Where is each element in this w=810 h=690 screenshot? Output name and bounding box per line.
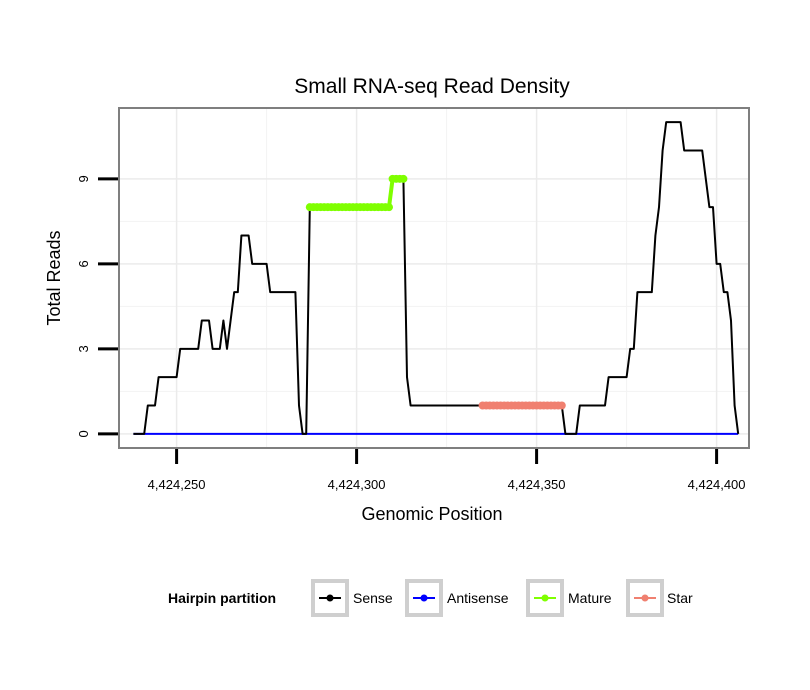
chart-title: Small RNA-seq Read Density — [294, 75, 570, 98]
y-tick-label: 9 — [76, 175, 91, 182]
legend-dot-sense — [326, 594, 334, 602]
x-tick-label: 4,424,250 — [148, 477, 206, 492]
legend-dot-antisense — [420, 594, 428, 602]
data-point-star — [557, 401, 566, 410]
x-tick-label: 4,424,350 — [508, 477, 566, 492]
x-axis: 4,424,250 4,424,300 4,424,350 4,424,400 — [148, 449, 746, 492]
legend-dot-star — [641, 594, 649, 602]
y-axis: 0 3 6 9 — [76, 175, 118, 437]
x-axis-title: Genomic Position — [361, 504, 502, 524]
series-line-sense — [133, 121, 740, 435]
y-tick-label: 6 — [76, 260, 91, 267]
x-tick-label: 4,424,300 — [328, 477, 386, 492]
legend: Sense Antisense Mature Star — [311, 579, 693, 617]
data-point-mature — [385, 203, 393, 212]
legend-title: Hairpin partition — [168, 590, 276, 606]
plot-panel — [118, 107, 750, 449]
series-layer — [133, 121, 740, 435]
legend-label-mature: Mature — [568, 590, 612, 606]
data-point-mature — [399, 174, 408, 183]
y-axis-title: Total Reads — [44, 230, 64, 325]
legend-label-antisense: Antisense — [447, 590, 509, 606]
legend-label-star: Star — [667, 590, 693, 606]
legend-dot-mature — [541, 594, 549, 602]
legend-label-sense: Sense — [353, 590, 393, 606]
y-tick-label: 3 — [76, 345, 91, 352]
y-tick-label: 0 — [76, 430, 91, 437]
x-tick-label: 4,424,400 — [688, 477, 746, 492]
